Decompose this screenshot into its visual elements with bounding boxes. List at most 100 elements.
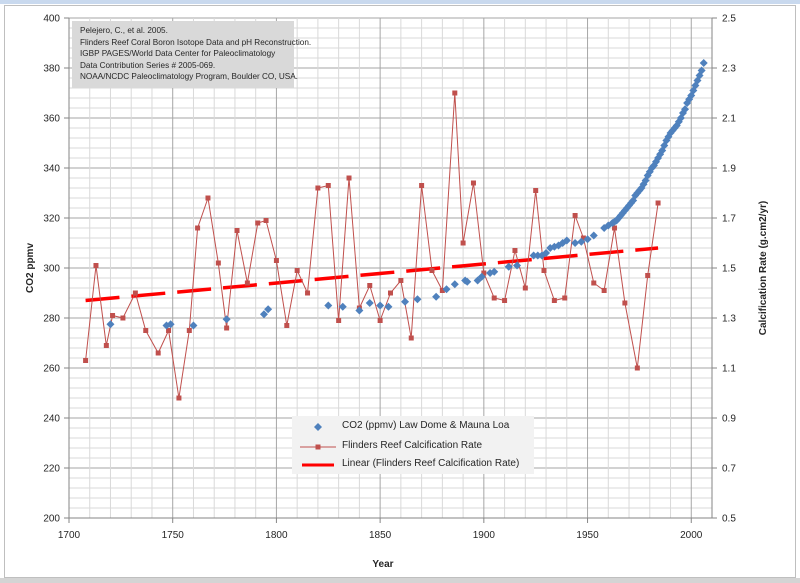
trendline-layer <box>85 246 659 303</box>
citation-line: IGBP PAGES/World Data Center for Paleocl… <box>80 49 276 59</box>
co2-point <box>450 280 459 289</box>
co2-point <box>401 297 410 306</box>
co2-point <box>681 105 690 114</box>
calcification-point <box>186 328 192 333</box>
calcification-point <box>533 188 539 193</box>
calcification-point <box>234 228 240 233</box>
co2-point <box>490 267 499 276</box>
x-tick-label: 1700 <box>58 530 81 541</box>
calcification-point <box>166 328 172 333</box>
calcification-line <box>85 92 659 399</box>
y-tick-label: 400 <box>43 14 60 25</box>
calcification-point <box>470 180 476 186</box>
co2-point <box>562 236 571 245</box>
y2-tick-label: 0.9 <box>722 414 736 425</box>
co2-point <box>577 237 586 246</box>
calcification-point <box>215 260 221 266</box>
calcification-point <box>398 278 404 283</box>
legend-item-calcification: Flinders Reef Calcification Rate <box>292 440 534 454</box>
calcification-point <box>551 298 557 303</box>
x-tick-label: 1950 <box>576 530 599 541</box>
y-tick-label: 220 <box>43 464 60 475</box>
co2-point <box>222 315 231 324</box>
calcification-point <box>439 288 445 293</box>
co2-point <box>189 321 198 330</box>
y2-tick-label: 1.9 <box>722 164 736 175</box>
calcification-point <box>132 290 138 296</box>
calcification-point <box>502 298 508 303</box>
calcification-point <box>336 318 342 323</box>
citation-line: Data Contribution Series # 2005-069. <box>80 60 216 70</box>
calcification-point <box>388 290 393 296</box>
legend-label: Flinders Reef Calcification Rate <box>342 440 483 451</box>
calcification-point <box>176 395 182 401</box>
calcification-point <box>491 295 497 301</box>
co2-point <box>583 235 592 244</box>
calcification-point <box>377 318 383 323</box>
calcification-point <box>255 220 261 226</box>
co2-point <box>106 320 115 329</box>
citation-line: Pelejero, C., et al. 2005. <box>80 26 168 35</box>
co2-point <box>365 299 374 307</box>
co2-point <box>264 305 273 314</box>
calcification-point <box>512 248 518 253</box>
calcification-point <box>634 365 640 371</box>
x-axis-title: Year <box>372 559 393 570</box>
calcification-point <box>305 290 311 296</box>
y2-tick-label: 2.5 <box>722 14 736 25</box>
co2-point <box>571 239 580 247</box>
y2-tick-label: 2.3 <box>722 64 736 75</box>
legend-label: CO2 (ppmv) Law Dome & Mauna Loa <box>342 420 510 431</box>
calcification-point <box>452 90 458 96</box>
window-bottom-border <box>0 578 800 583</box>
calcification-point <box>541 268 547 273</box>
calcification-point <box>273 258 279 263</box>
citation-line: Flinders Reef Coral Boron Isotope Data a… <box>80 37 312 47</box>
calcification-point <box>205 195 211 201</box>
co2-point <box>529 251 538 260</box>
calcification-point <box>244 280 250 286</box>
y-tick-label: 320 <box>43 214 60 225</box>
calcification-point <box>429 268 435 273</box>
y-tick-label: 300 <box>43 264 60 275</box>
legend: CO2 (ppmv) Law Dome & Mauna Loa Flinders… <box>292 416 534 474</box>
y2-tick-label: 2.1 <box>722 114 736 125</box>
calcification-point <box>294 268 300 273</box>
calcification-point <box>263 218 269 223</box>
y-tick-label: 340 <box>43 164 60 175</box>
y-tick-label: 200 <box>43 514 60 525</box>
co2-point <box>697 66 706 75</box>
co2-layer <box>106 59 708 330</box>
y-tick-label: 280 <box>43 314 60 325</box>
calcification-point <box>325 183 331 188</box>
co2-point <box>259 310 268 319</box>
calcification-point <box>419 183 425 188</box>
calcification-point <box>655 200 661 206</box>
axes: 200 220 240 260 280 300 320 340 360 380 400 0.5 0.7 0… <box>43 14 736 542</box>
citation-line: NOAA/NCDC Paleoclimatology Program, Boul… <box>80 72 298 82</box>
co2-point <box>542 249 551 257</box>
calcification-point <box>195 225 201 231</box>
calcification-point <box>460 240 466 246</box>
x-tick-label: 1800 <box>265 530 288 541</box>
calcification-point <box>224 325 230 331</box>
co2-point <box>384 302 393 311</box>
co2-point <box>324 301 333 310</box>
calcification-point <box>367 283 373 288</box>
y2-tick-label: 0.5 <box>722 514 736 525</box>
y2-tick-label: 0.7 <box>722 464 736 475</box>
co2-point <box>338 302 347 311</box>
calcification-point <box>522 285 528 291</box>
calcification-point <box>83 358 89 363</box>
line-marker-icon <box>300 444 336 450</box>
calcification-point <box>346 175 352 181</box>
linear-trendline <box>85 246 659 303</box>
calcification-point <box>562 295 568 301</box>
legend-item-co2: CO2 (ppmv) Law Dome & Mauna Loa <box>292 420 534 434</box>
co2-point <box>413 295 422 304</box>
calcification-point <box>143 328 149 333</box>
co2-point <box>166 320 175 329</box>
y2-axis-title: Calcification Rate (g.cm2/yr) <box>758 201 769 335</box>
calcification-point <box>155 350 161 356</box>
co2-point <box>432 292 441 301</box>
